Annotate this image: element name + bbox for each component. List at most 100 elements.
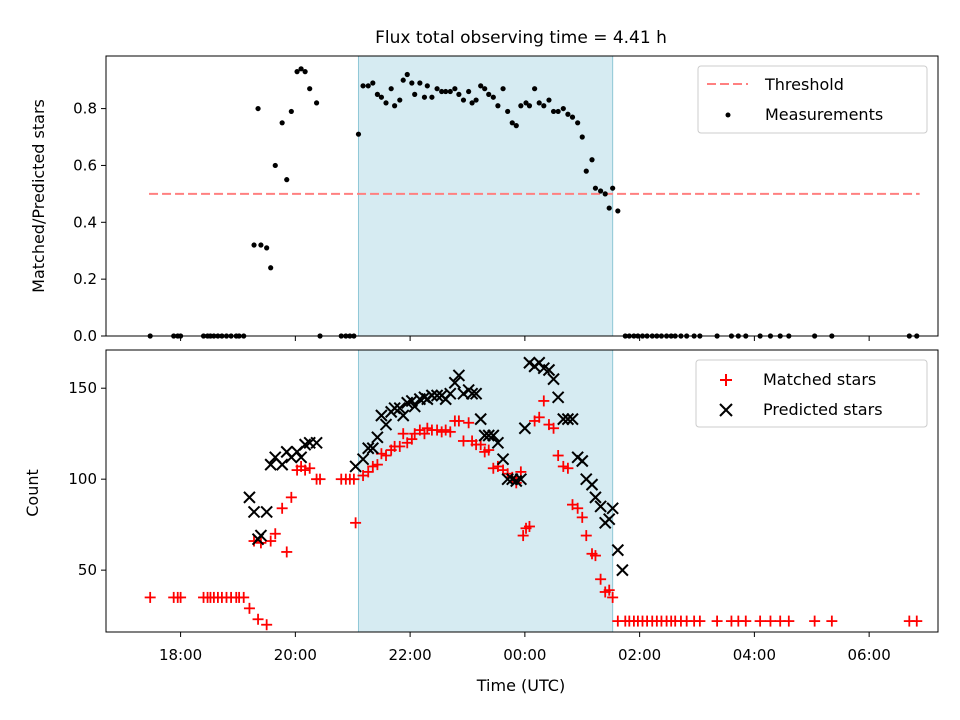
matched-stars-point [607,591,619,603]
predicted-stars-point [557,412,570,426]
top-legend: Threshold Measurements [697,65,928,134]
predicted-stars-point [366,442,380,455]
predicted-stars-point [585,478,599,491]
measurements-point [397,97,403,103]
matched-stars-point [175,591,187,603]
matched-stars-point [694,615,706,627]
top-panel: Flux total observing time = 4.41 h 0.00.… [29,28,939,345]
predicted-stars-point [452,369,466,382]
measurements-point [546,97,552,103]
predicted-stars-point [379,418,393,431]
matched-stars-point [548,422,560,434]
measurements-point [439,88,445,95]
bottom-y-tick-label: 100 [68,470,97,488]
measurements-point [264,245,270,251]
measurements-point [569,114,576,120]
matched-stars-point [580,530,592,542]
measurements-point [509,120,515,126]
matched-stars-point [248,535,260,547]
matched-stars-point [603,584,615,596]
predicted-stars-point [487,429,500,442]
predicted-stars-point [254,529,268,542]
measurements-point [518,103,524,109]
matched-stars-point [265,535,277,547]
measurements-point [486,91,492,97]
matched-stars-point [483,444,495,456]
predicted-stars-point [371,431,384,444]
matched-stars-point [523,520,535,532]
matched-stars-point [281,546,293,558]
predicted-stars-point [465,387,479,400]
measurements-point [505,108,511,115]
measurements-point [421,94,428,100]
measurements-point [495,103,501,109]
predicted-stars-point [491,436,505,449]
measurements-point [417,80,423,86]
top-y-tick-label: 0.4 [73,213,97,231]
measurements-point [298,66,304,72]
legend-predicted-swatch [719,403,733,417]
measurements-point [532,86,538,92]
matched-stars-point [764,615,776,627]
legend-matched-swatch [720,374,732,386]
measurements-point [279,120,285,126]
predicted-stars-point [606,502,619,515]
x-tick-label: 20:00 [274,646,317,664]
matched-stars-point [826,615,838,627]
measurements-point [429,94,435,100]
measurements-point [560,105,566,112]
predicted-stars-point [356,452,370,466]
measurements-point [365,83,371,89]
measurements-point [523,100,529,106]
matched-stars-point [562,462,574,474]
measurements-point [388,86,394,92]
measurements-point [434,86,440,92]
top-y-axis-label: Matched/Predicted stars [29,99,48,293]
matched-stars-point [285,491,297,503]
matched-stars-point [783,615,795,627]
top-y-tick-label: 0.6 [73,156,97,174]
top-legend-box [697,65,928,134]
x-tick-label: 00:00 [503,646,546,664]
matched-stars-point [487,462,499,474]
legend-predicted-label: Predicted stars [763,400,883,419]
x-tick-label: 02:00 [618,646,661,664]
predicted-stars-point [362,442,375,455]
matched-stars-point [367,460,379,472]
measurements-point [360,83,366,89]
matched-stars-point [380,450,392,462]
measurements-point [602,191,608,197]
measurements-point [478,83,484,89]
top-x-axis-ticks [180,336,870,341]
legend-threshold-label: Threshold [764,75,844,94]
top-axes-frame [105,55,939,337]
legend-measurements-label: Measurements [765,105,883,124]
matched-stars-point [557,460,569,472]
measurements-point [526,103,533,109]
predicted-stars-point [430,389,444,402]
matched-stars-point [444,426,456,438]
measurements-point [370,80,376,86]
x-tick-label: 06:00 [848,646,891,664]
measurements-point [313,100,320,106]
predicted-stars-point [518,422,532,435]
bottom-highlight-span [357,349,614,633]
matched-stars-point [348,473,360,485]
matched-stars-point [304,462,316,474]
matched-stars-point [463,417,475,429]
bottom-legend: Matched stars Predicted stars [695,359,928,428]
predicted-stars-point [310,436,323,449]
measurements-point [592,185,599,191]
predicted-stars-point [589,491,602,504]
predicted-stars-point [275,458,289,471]
matched-stars-point [754,615,766,627]
bottom-y-axis-ticks: 50 100 150 [68,379,106,579]
predicted-stars-point [397,409,410,422]
matched-stars-point [421,422,433,434]
predicted-stars-point [561,412,575,426]
matched-stars-point [911,615,923,627]
measurements-point [268,265,274,271]
measurements-point [255,105,261,112]
predicted-stars-point [551,391,565,404]
